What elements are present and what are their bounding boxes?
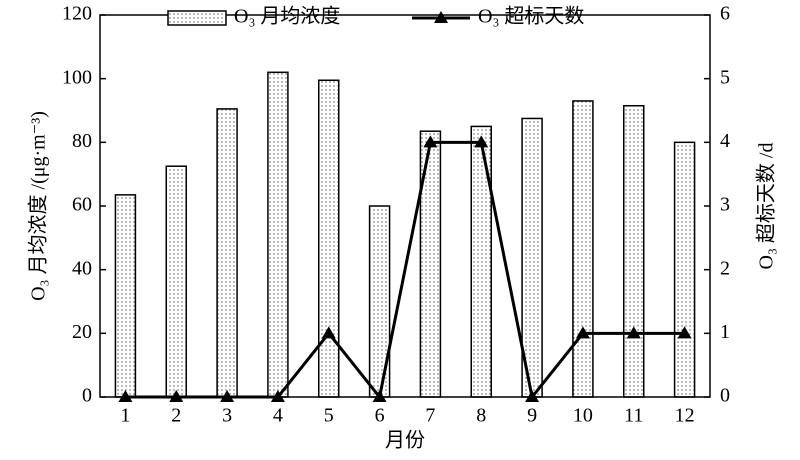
y2-tick-label: 4 [720, 130, 730, 152]
y-tick-label: 40 [72, 257, 92, 279]
bar [318, 79, 340, 398]
line-marker [169, 390, 184, 402]
legend-label: O₃ 超标天数 [478, 5, 584, 28]
bar [267, 71, 289, 398]
y-tick-label: 80 [72, 130, 92, 152]
y2-axis-title: O₃ 超标天数 /d [755, 143, 778, 270]
y2-tick-label: 6 [720, 3, 730, 25]
x-tick-label: 2 [171, 405, 181, 427]
line-marker [372, 390, 387, 402]
line-marker [321, 326, 336, 339]
y2-tick-label: 0 [720, 385, 730, 407]
y2-tick-label: 5 [720, 66, 730, 88]
x-axis-title: 月份 [385, 429, 425, 452]
line-marker [474, 135, 489, 148]
x-tick-label: 6 [375, 405, 385, 427]
bar [216, 108, 238, 398]
y2-tick-label: 3 [720, 194, 730, 216]
y-tick-label: 0 [82, 385, 92, 407]
y-tick-label: 100 [62, 66, 92, 88]
x-tick-label: 9 [527, 405, 537, 427]
bar [165, 165, 187, 398]
x-tick-label: 5 [324, 405, 334, 427]
x-tick-label: 4 [273, 405, 283, 427]
plot-frame [99, 14, 711, 398]
y-axis-title: O₃ 月均浓度 /(μg·m⁻³) [27, 111, 50, 301]
x-tick-label: 1 [120, 405, 130, 427]
line-marker [118, 390, 133, 402]
legend-swatch [167, 10, 227, 26]
bar [673, 141, 696, 398]
x-tick-label: 12 [675, 405, 695, 427]
bar [114, 194, 137, 398]
bar [623, 104, 645, 398]
y-tick-label: 120 [62, 3, 92, 25]
line [125, 140, 685, 401]
line-marker [626, 326, 641, 339]
bar [572, 100, 594, 398]
line-marker [575, 326, 590, 339]
y2-tick-label: 1 [720, 321, 730, 343]
bar [470, 125, 492, 398]
y-tick-label: 20 [72, 321, 92, 343]
line-marker [677, 326, 692, 339]
line-marker [525, 390, 540, 402]
y-tick-label: 60 [72, 194, 92, 216]
x-tick-label: 3 [222, 405, 232, 427]
y2-tick-label: 2 [720, 257, 730, 279]
x-tick-label: 8 [476, 405, 486, 427]
legend-marker [434, 11, 448, 23]
x-tick-label: 10 [573, 405, 593, 427]
line-marker [270, 390, 285, 402]
x-tick-label: 7 [425, 405, 435, 427]
line-marker [423, 135, 438, 148]
line-marker [220, 390, 235, 402]
x-tick-label: 11 [624, 405, 643, 427]
legend-label: O₃ 月均浓度 [234, 5, 340, 28]
